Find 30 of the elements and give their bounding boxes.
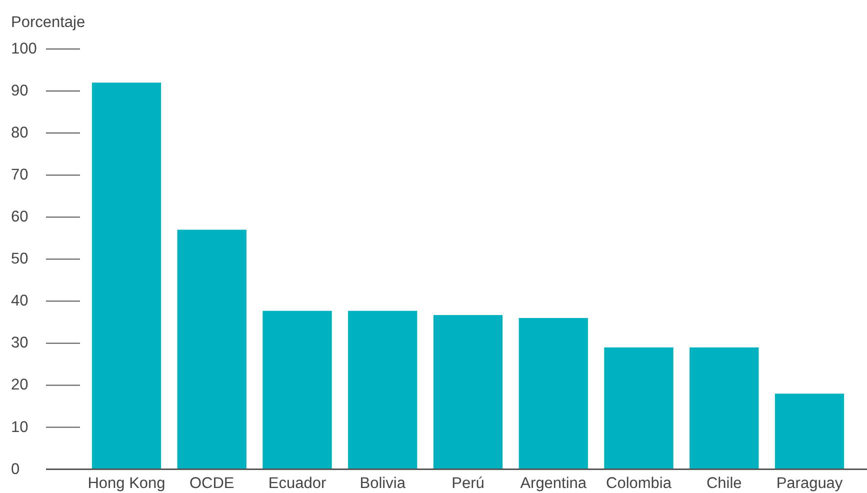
y-tick-label: 40 bbox=[11, 292, 29, 310]
y-axis-title: Porcentaje bbox=[11, 14, 86, 31]
x-tick-label: Colombia bbox=[606, 475, 672, 492]
bar bbox=[604, 347, 674, 470]
bar bbox=[92, 82, 162, 470]
bar bbox=[518, 318, 588, 470]
bar bbox=[690, 347, 759, 470]
y-tick-label: 90 bbox=[11, 82, 29, 100]
y-tick-label: 100 bbox=[11, 40, 38, 58]
bar bbox=[177, 230, 246, 470]
x-tick-label: Perú bbox=[452, 475, 484, 492]
y-tick-label: 20 bbox=[11, 376, 29, 394]
y-tick-label: 60 bbox=[11, 208, 29, 226]
x-tick-label: Argentina bbox=[520, 475, 587, 492]
y-tick-label: 50 bbox=[11, 250, 29, 268]
bar bbox=[262, 310, 332, 470]
bar bbox=[433, 315, 503, 470]
y-tick-label: 70 bbox=[11, 166, 29, 184]
x-tick-label: OCDE bbox=[189, 475, 234, 492]
bar bbox=[348, 310, 418, 470]
x-tick-label: Bolivia bbox=[360, 475, 406, 492]
x-tick-label: Ecuador bbox=[268, 475, 326, 492]
bar bbox=[774, 394, 844, 470]
y-tick-label: 0 bbox=[11, 460, 20, 478]
x-tick-label: Chile bbox=[706, 475, 742, 492]
x-tick-label: Paraguay bbox=[776, 475, 843, 492]
y-tick-label: 30 bbox=[11, 334, 29, 352]
x-tick-label: Hong Kong bbox=[88, 475, 166, 492]
y-tick-label: 80 bbox=[11, 124, 29, 142]
y-tick-label: 10 bbox=[11, 418, 29, 436]
